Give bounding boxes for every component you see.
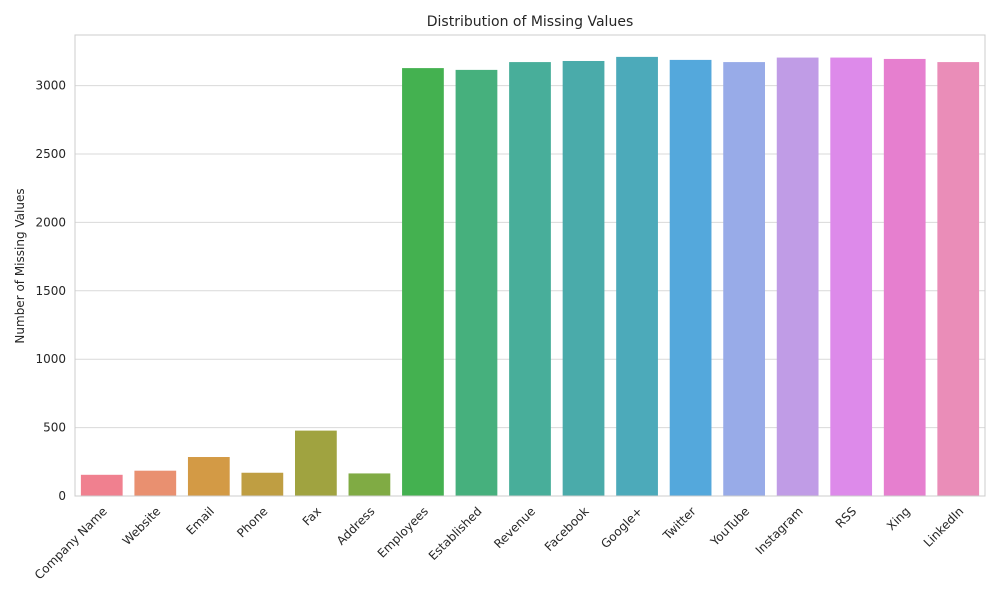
x-tick-label: Fax bbox=[300, 504, 324, 528]
bar-twitter bbox=[669, 59, 712, 497]
x-tick-label: Email bbox=[184, 504, 217, 537]
bar-instagram bbox=[776, 57, 819, 496]
bar-youtube bbox=[723, 62, 765, 497]
bar-website bbox=[134, 470, 177, 496]
x-tick-label: Revenue bbox=[491, 504, 538, 551]
bar-linkedin bbox=[937, 62, 980, 497]
y-axis-label: Number of Missing Values bbox=[13, 188, 27, 343]
bar-xing bbox=[883, 58, 926, 496]
bars bbox=[80, 56, 980, 497]
bar-revenue bbox=[509, 62, 551, 497]
x-tick-label: Xing bbox=[884, 504, 913, 533]
x-tick-label: Twitter bbox=[660, 504, 699, 543]
bar-rss bbox=[830, 57, 873, 496]
bar-address bbox=[348, 473, 391, 496]
x-tick-label: YouTube bbox=[707, 504, 752, 549]
y-tick-label: 0 bbox=[58, 489, 66, 503]
y-tick-labels: 0 500 1000 1500 2000 2500 3000 bbox=[35, 79, 66, 503]
x-tick-label: Address bbox=[334, 504, 378, 548]
x-tick-label: Facebook bbox=[542, 504, 592, 554]
y-tick-label: 500 bbox=[43, 421, 66, 435]
x-tick-label: Website bbox=[120, 504, 164, 548]
x-tick-label: Phone bbox=[234, 504, 270, 540]
bar-employees bbox=[402, 68, 444, 496]
chart-title: Distribution of Missing Values bbox=[427, 14, 633, 30]
y-tick-label: 2500 bbox=[35, 147, 66, 161]
x-tick-label: Instagram bbox=[753, 504, 806, 557]
bar-facebook bbox=[562, 60, 605, 497]
bar-google bbox=[616, 56, 658, 497]
bar-phone bbox=[241, 472, 284, 496]
y-tick-label: 1000 bbox=[35, 352, 66, 366]
y-tick-label: 1500 bbox=[35, 284, 66, 298]
x-tick-label: Company Name bbox=[32, 504, 110, 582]
x-tick-label: RSS bbox=[833, 504, 860, 531]
y-tick-label: 3000 bbox=[35, 79, 66, 93]
bar-fax bbox=[295, 430, 337, 496]
x-tick-label: Employees bbox=[375, 504, 431, 560]
plot-frame bbox=[74, 34, 986, 497]
bar-established bbox=[455, 69, 498, 497]
x-tick-label: Established bbox=[426, 504, 485, 563]
bar-company-name bbox=[80, 474, 123, 496]
x-tick-label: Google+ bbox=[598, 504, 645, 551]
x-tick-labels: Company Name Website Email Phone Fax AddressE… bbox=[32, 504, 966, 582]
bar-email bbox=[187, 457, 230, 496]
x-tick-label: LinkedIn bbox=[921, 504, 966, 549]
y-tick-label: 2000 bbox=[35, 215, 66, 229]
